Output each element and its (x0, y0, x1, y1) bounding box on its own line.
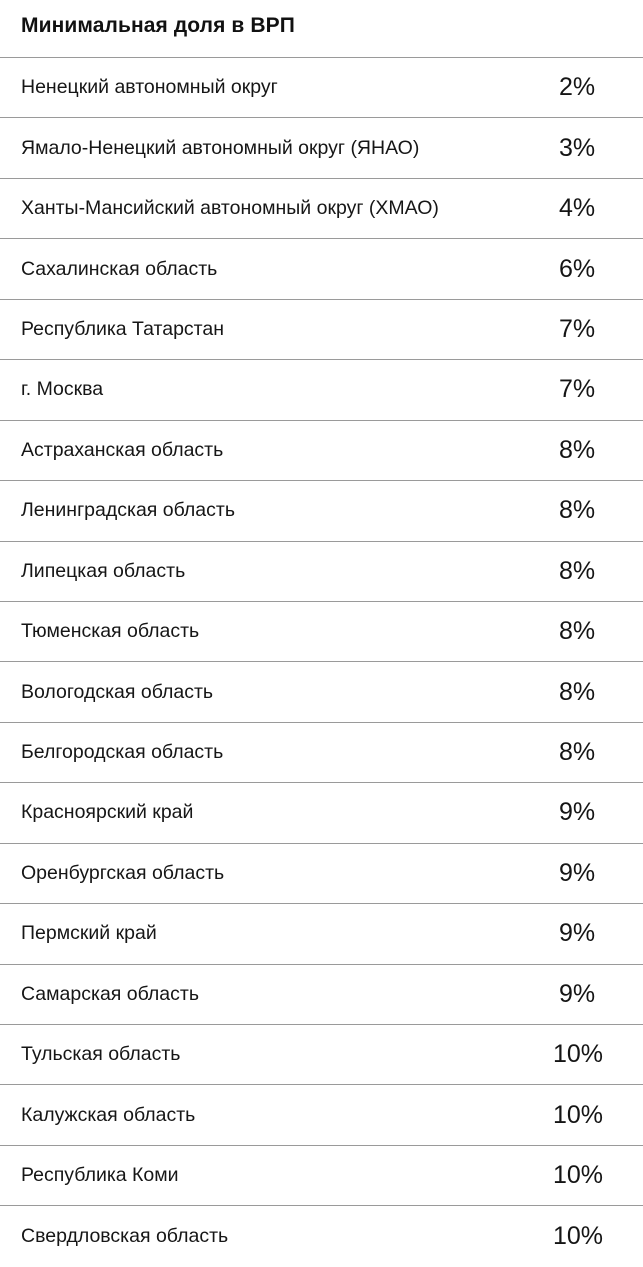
table-row: Ханты-Мансийский автономный округ (ХМАО)… (0, 179, 643, 240)
region-name: Ханты-Мансийский автономный округ (ХМАО) (21, 197, 439, 220)
region-name: Белгородская область (21, 741, 224, 764)
table-row: Тульская область 10% (0, 1025, 643, 1086)
gdp-share-value: 10% (553, 1100, 604, 1129)
gdp-share-value: 3% (559, 133, 596, 162)
region-name: Тульская область (21, 1043, 181, 1066)
region-name: Астраханская область (21, 438, 224, 461)
table-row: г. Москва 7% (0, 360, 643, 421)
table-row: Белгородская область 8% (0, 723, 643, 784)
region-name: Ямало-Ненецкий автономный округ (ЯНАО) (21, 136, 420, 159)
gdp-share-value: 10% (553, 1161, 604, 1190)
region-name: г. Москва (21, 378, 104, 401)
region-name: Сахалинская область (21, 257, 218, 280)
gdp-share-value: 9% (559, 919, 596, 948)
table-row: Сахалинская область 6% (0, 239, 643, 300)
table-row: Ленинградская область 8% (0, 481, 643, 542)
gdp-share-value: 10% (553, 1222, 604, 1251)
gdp-share-value: 8% (559, 435, 596, 464)
gdp-share-value: 10% (553, 1040, 604, 1069)
table-row: Свердловская область 10% (0, 1206, 643, 1266)
region-name: Свердловская область (21, 1225, 229, 1248)
region-name: Самарская область (21, 982, 199, 1005)
gdp-share-value: 8% (559, 617, 596, 646)
gdp-share-value: 8% (559, 677, 596, 706)
region-name: Оренбургская область (21, 861, 225, 884)
table-row: Оренбургская область 9% (0, 844, 643, 905)
gdp-share-value: 9% (559, 979, 596, 1008)
table-row: Самарская область 9% (0, 965, 643, 1025)
table-row: Липецкая область 8% (0, 542, 643, 602)
gdp-share-value: 7% (559, 314, 596, 343)
table-row: Вологодская область 8% (0, 662, 643, 723)
gdp-share-value: 9% (559, 798, 596, 827)
gdp-share-value: 6% (559, 254, 596, 283)
table-row: Астраханская область 8% (0, 421, 643, 482)
region-name: Республика Татарстан (21, 317, 224, 340)
region-name: Пермский край (21, 922, 157, 945)
region-name: Вологодская область (21, 680, 214, 703)
table-row: Ямало-Ненецкий автономный округ (ЯНАО) 3% (0, 118, 643, 179)
table-row: Тюменская область 8% (0, 602, 643, 663)
region-name: Ненецкий автономный округ (21, 76, 278, 99)
table-row: Пермский край 9% (0, 904, 643, 965)
gdp-share-value: 9% (559, 858, 596, 887)
table-row: Республика Татарстан 7% (0, 300, 643, 361)
gdp-share-value: 8% (559, 496, 596, 525)
table-title: Минимальная доля в ВРП (21, 14, 295, 37)
region-name: Красноярский край (21, 801, 194, 824)
gdp-share-value: 7% (559, 375, 596, 404)
gdp-share-value: 8% (559, 738, 596, 767)
table-row: Республика Коми 10% (0, 1146, 643, 1207)
table-body: Ненецкий автономный округ 2% Ямало-Ненецки… (0, 58, 643, 1267)
region-name: Калужская область (21, 1103, 196, 1126)
table-row: Ненецкий автономный округ 2% (0, 58, 643, 119)
region-name: Липецкая область (21, 559, 186, 582)
region-name: Ленинградская область (21, 499, 235, 522)
table-row: Калужская область 10% (0, 1085, 643, 1146)
table-header: Минимальная доля в ВРП (0, 0, 643, 58)
table-row: Красноярский край 9% (0, 783, 643, 844)
gdp-share-value: 8% (559, 556, 596, 585)
gdp-share-value: 2% (559, 73, 596, 102)
region-name: Республика Коми (21, 1164, 179, 1187)
region-name: Тюменская область (21, 620, 200, 643)
gdp-share-value: 4% (559, 194, 596, 223)
